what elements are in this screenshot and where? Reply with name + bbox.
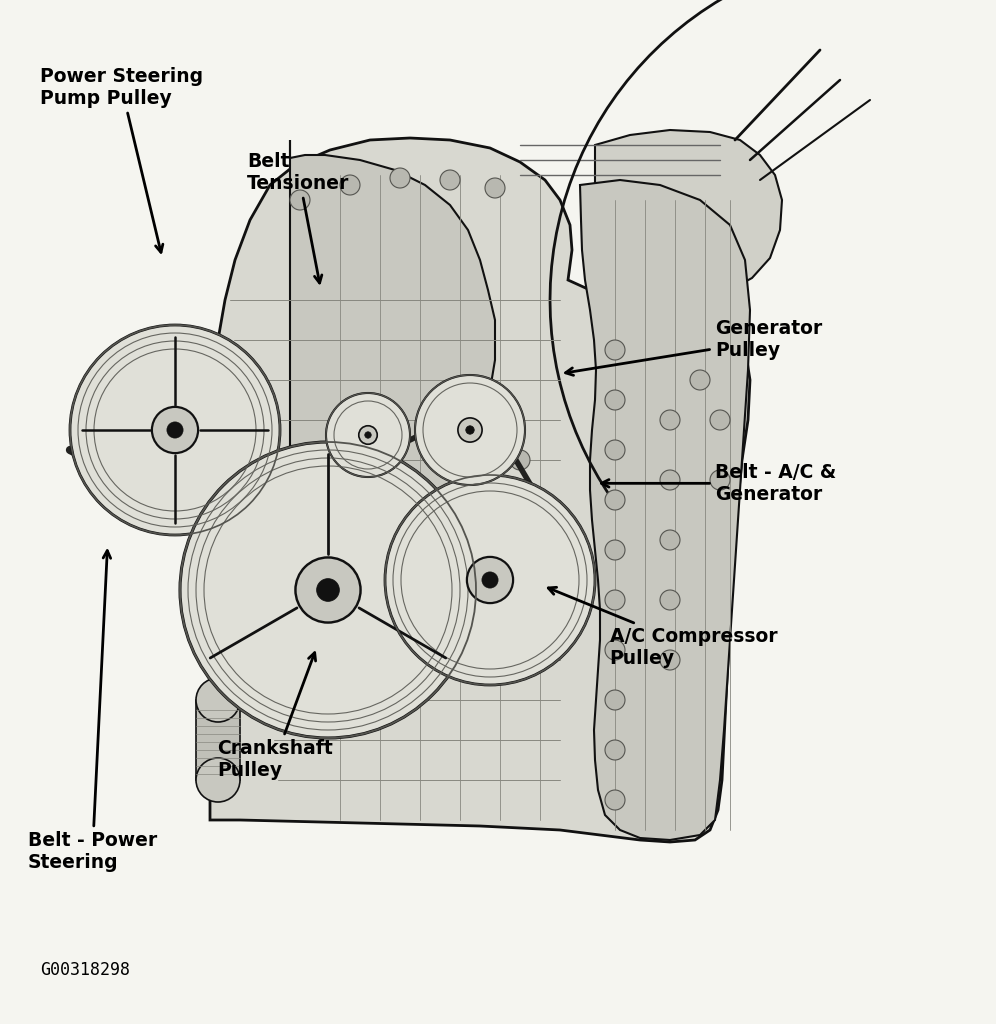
Circle shape: [350, 705, 370, 725]
Circle shape: [152, 407, 198, 453]
Circle shape: [510, 570, 530, 590]
Circle shape: [660, 590, 680, 610]
Circle shape: [660, 410, 680, 430]
Circle shape: [340, 175, 360, 195]
Polygon shape: [595, 130, 782, 295]
Circle shape: [365, 432, 372, 438]
Circle shape: [385, 475, 595, 685]
Polygon shape: [210, 138, 750, 842]
Circle shape: [660, 470, 680, 490]
Text: Belt - A/C &
Generator: Belt - A/C & Generator: [602, 463, 837, 504]
Circle shape: [440, 170, 460, 190]
Circle shape: [510, 450, 530, 470]
Circle shape: [196, 678, 240, 722]
Text: Crankshaft
Pulley: Crankshaft Pulley: [217, 652, 333, 780]
Bar: [196, 700, 240, 780]
Circle shape: [605, 390, 625, 410]
Circle shape: [500, 410, 520, 430]
Polygon shape: [290, 140, 495, 648]
Circle shape: [605, 640, 625, 660]
Circle shape: [467, 557, 513, 603]
Circle shape: [605, 340, 625, 360]
Circle shape: [710, 470, 730, 490]
Circle shape: [390, 168, 410, 188]
Circle shape: [415, 375, 525, 485]
Circle shape: [296, 557, 361, 623]
Circle shape: [350, 652, 370, 672]
Circle shape: [605, 740, 625, 760]
Circle shape: [605, 490, 625, 510]
Text: G00318298: G00318298: [40, 961, 130, 979]
Circle shape: [660, 530, 680, 550]
Text: Belt
Tensioner: Belt Tensioner: [247, 152, 350, 283]
Circle shape: [605, 690, 625, 710]
Circle shape: [605, 790, 625, 810]
Circle shape: [466, 426, 474, 434]
Circle shape: [196, 758, 240, 802]
Circle shape: [660, 650, 680, 670]
Circle shape: [710, 410, 730, 430]
Polygon shape: [580, 180, 750, 840]
Circle shape: [605, 440, 625, 460]
Circle shape: [167, 422, 183, 438]
Text: Power Steering
Pump Pulley: Power Steering Pump Pulley: [40, 67, 203, 252]
Text: A/C Compressor
Pulley: A/C Compressor Pulley: [548, 588, 777, 668]
Circle shape: [510, 490, 530, 510]
Text: Generator
Pulley: Generator Pulley: [566, 319, 823, 376]
Circle shape: [690, 370, 710, 390]
Circle shape: [290, 190, 310, 210]
Circle shape: [400, 650, 420, 670]
Circle shape: [605, 590, 625, 610]
Circle shape: [300, 690, 320, 710]
Circle shape: [317, 579, 340, 601]
Circle shape: [510, 530, 530, 550]
Text: Belt - Power
Steering: Belt - Power Steering: [28, 551, 157, 872]
Circle shape: [482, 572, 498, 588]
Circle shape: [485, 178, 505, 198]
Circle shape: [458, 418, 482, 442]
Circle shape: [605, 540, 625, 560]
Circle shape: [359, 426, 377, 444]
Circle shape: [180, 442, 476, 738]
Circle shape: [300, 640, 320, 660]
Circle shape: [70, 325, 280, 535]
Circle shape: [326, 393, 410, 477]
